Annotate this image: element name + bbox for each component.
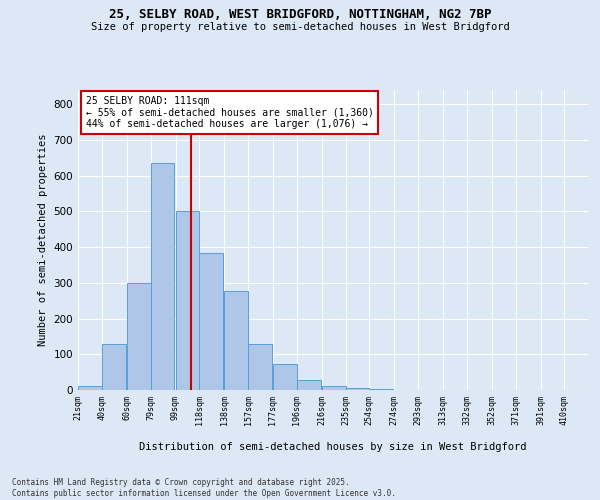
Text: Size of property relative to semi-detached houses in West Bridgford: Size of property relative to semi-detach…	[91, 22, 509, 32]
Bar	[102, 344, 125, 390]
Bar	[273, 364, 297, 390]
Bar	[176, 212, 199, 390]
Bar	[322, 386, 346, 390]
Bar	[297, 380, 320, 390]
Bar	[224, 290, 248, 390]
Bar	[346, 388, 369, 390]
Bar	[248, 344, 272, 390]
Bar	[151, 163, 174, 390]
Text: Contains HM Land Registry data © Crown copyright and database right 2025.
Contai: Contains HM Land Registry data © Crown c…	[12, 478, 396, 498]
Text: 25 SELBY ROAD: 111sqm
← 55% of semi-detached houses are smaller (1,360)
44% of s: 25 SELBY ROAD: 111sqm ← 55% of semi-deta…	[86, 96, 374, 129]
Text: 25, SELBY ROAD, WEST BRIDGFORD, NOTTINGHAM, NG2 7BP: 25, SELBY ROAD, WEST BRIDGFORD, NOTTINGH…	[109, 8, 491, 20]
Bar	[199, 252, 223, 390]
Text: Distribution of semi-detached houses by size in West Bridgford: Distribution of semi-detached houses by …	[139, 442, 527, 452]
Bar	[78, 386, 102, 390]
Bar	[127, 283, 151, 390]
Y-axis label: Number of semi-detached properties: Number of semi-detached properties	[38, 134, 48, 346]
